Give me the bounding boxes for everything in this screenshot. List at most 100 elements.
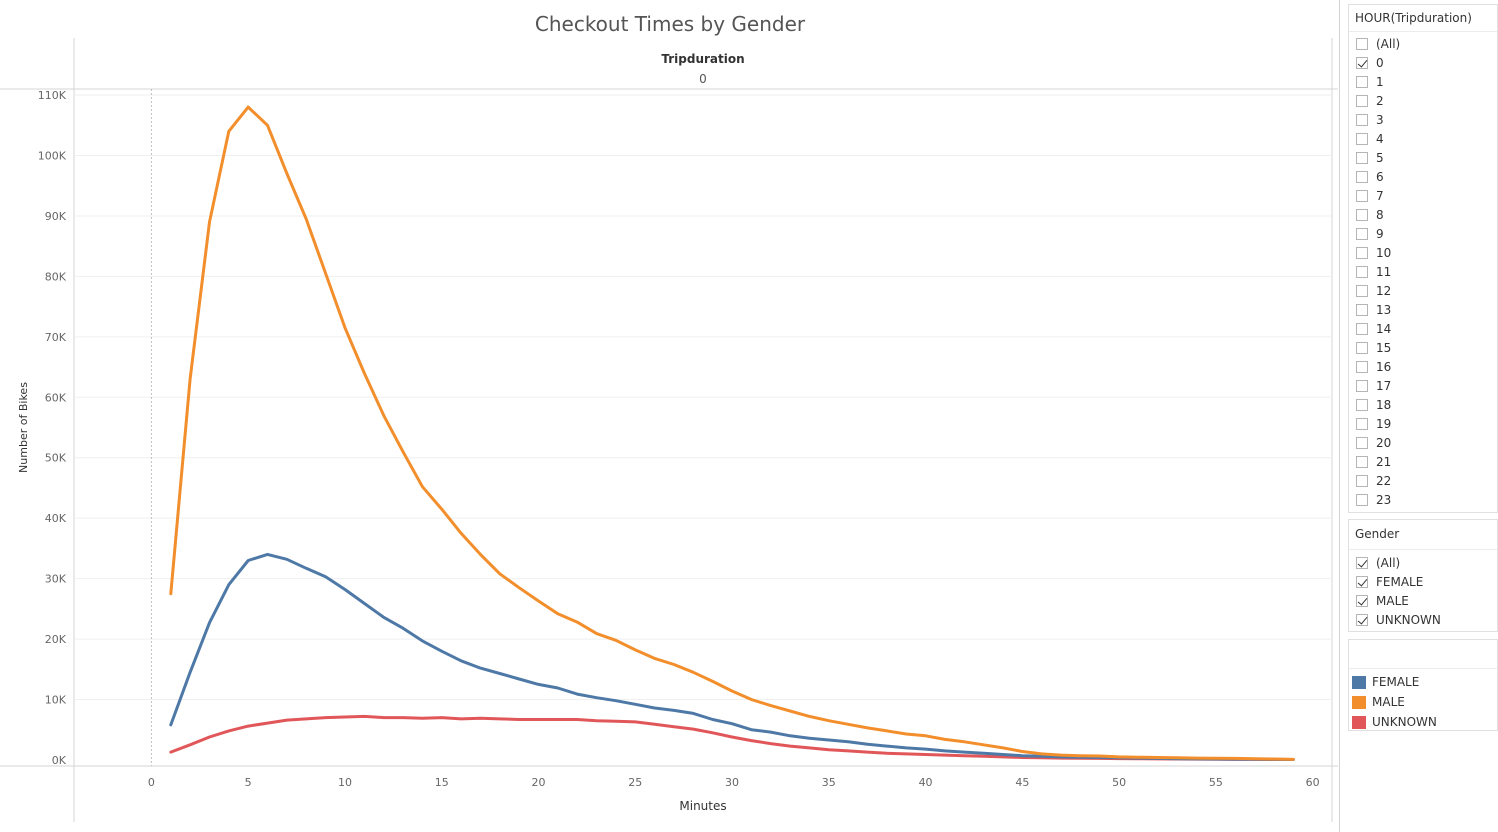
hour-filter-option[interactable]: 3 — [1349, 110, 1497, 129]
hour-filter-checkbox[interactable] — [1356, 37, 1368, 50]
legend-item[interactable]: MALE — [1349, 692, 1497, 712]
gender-filter-option[interactable]: MALE — [1349, 591, 1497, 610]
legend-item[interactable]: UNKNOWN — [1349, 712, 1497, 732]
hour-filter-option[interactable]: 14 — [1349, 319, 1497, 338]
hour-filter-option-label: 2 — [1376, 93, 1384, 108]
hour-filter-option[interactable]: 16 — [1349, 357, 1497, 376]
hour-filter-option-label: 6 — [1376, 169, 1384, 184]
hour-filter-checkbox[interactable] — [1356, 208, 1368, 221]
hour-filter-option-label: 3 — [1376, 112, 1384, 127]
gender-filter-option[interactable]: UNKNOWN — [1349, 610, 1497, 629]
hour-filter-option[interactable]: 19 — [1349, 414, 1497, 433]
gender-filter-checkbox[interactable] — [1356, 613, 1368, 626]
hour-filter-option[interactable]: 1 — [1349, 72, 1497, 91]
hour-filter-option[interactable]: 21 — [1349, 452, 1497, 471]
hour-filter-checkbox[interactable] — [1356, 113, 1368, 126]
hour-filter-option[interactable]: 4 — [1349, 129, 1497, 148]
hour-filter-option-label: 12 — [1376, 283, 1392, 298]
hour-filter-option-label: 4 — [1376, 131, 1384, 146]
hour-filter-option-label: 19 — [1376, 416, 1392, 431]
hour-filter-list: (All) 0 1 2 3 4 5 6 7 8 9 10 11 12 13 14 15 16 17 18 19 20 21 2… — [1349, 32, 1497, 509]
gender-filter-option-label: (All) — [1376, 555, 1401, 570]
hour-filter-option-label: 9 — [1376, 226, 1384, 241]
hour-filter-option[interactable]: 17 — [1349, 376, 1497, 395]
hour-filter-checkbox[interactable] — [1356, 360, 1368, 373]
hour-filter-option-label: 17 — [1376, 378, 1392, 393]
hour-filter-option[interactable]: 5 — [1349, 148, 1497, 167]
y-tick-label: 110K — [38, 89, 67, 102]
hour-filter-option[interactable]: 13 — [1349, 300, 1497, 319]
x-tick-label: 5 — [245, 776, 252, 789]
x-tick-label: 35 — [822, 776, 836, 789]
hour-filter-checkbox[interactable] — [1356, 170, 1368, 183]
gender-filter-checkbox[interactable] — [1356, 575, 1368, 588]
column-header-value: 0 — [699, 72, 707, 86]
hour-filter-checkbox[interactable] — [1356, 474, 1368, 487]
hour-filter-checkbox[interactable] — [1356, 227, 1368, 240]
hour-filter-option-label: 13 — [1376, 302, 1392, 317]
hour-filter-option-label: 14 — [1376, 321, 1392, 336]
hour-filter-checkbox[interactable] — [1356, 417, 1368, 430]
hour-filter-checkbox[interactable] — [1356, 246, 1368, 259]
hour-filter-checkbox[interactable] — [1356, 151, 1368, 164]
hour-filter-option-label: 20 — [1376, 435, 1392, 450]
y-tick-label: 60K — [45, 391, 67, 404]
gender-filter-option[interactable]: FEMALE — [1349, 572, 1497, 591]
y-tick-label: 0K — [52, 754, 67, 767]
hour-filter-option[interactable]: 18 — [1349, 395, 1497, 414]
hour-filter-checkbox[interactable] — [1356, 132, 1368, 145]
hour-filter-option-label: (All) — [1376, 36, 1401, 51]
hour-filter-checkbox[interactable] — [1356, 189, 1368, 202]
hour-filter-option[interactable]: 20 — [1349, 433, 1497, 452]
hour-filter-option[interactable]: 22 — [1349, 471, 1497, 490]
hour-filter-option[interactable]: 11 — [1349, 262, 1497, 281]
hour-filter-option-label: 23 — [1376, 492, 1392, 507]
y-tick-label: 80K — [45, 270, 67, 283]
series-line-male — [169, 105, 1295, 761]
hour-filter-option[interactable]: 23 — [1349, 490, 1497, 509]
hour-filter-checkbox[interactable] — [1356, 75, 1368, 88]
gender-filter-option-label: FEMALE — [1376, 574, 1424, 589]
hour-filter-option[interactable]: 9 — [1349, 224, 1497, 243]
hour-filter-checkbox[interactable] — [1356, 56, 1368, 69]
x-axis-title: Minutes — [679, 799, 726, 813]
hour-filter-checkbox[interactable] — [1356, 322, 1368, 335]
hour-filter-checkbox[interactable] — [1356, 436, 1368, 449]
gender-filter-checkbox[interactable] — [1356, 594, 1368, 607]
hour-filter-checkbox[interactable] — [1356, 341, 1368, 354]
hour-filter-checkbox[interactable] — [1356, 455, 1368, 468]
hour-filter-option-label: 21 — [1376, 454, 1392, 469]
hour-filter-option[interactable]: 7 — [1349, 186, 1497, 205]
hour-filter-option[interactable]: 0 — [1349, 53, 1497, 72]
x-tick-label: 15 — [435, 776, 449, 789]
hour-filter-option[interactable]: 2 — [1349, 91, 1497, 110]
x-tick-label: 45 — [1015, 776, 1029, 789]
hour-filter-checkbox[interactable] — [1356, 265, 1368, 278]
legend-item[interactable]: FEMALE — [1349, 672, 1497, 692]
hour-filter-option[interactable]: (All) — [1349, 34, 1497, 53]
hour-filter-option[interactable]: 15 — [1349, 338, 1497, 357]
hour-filter-option[interactable]: 10 — [1349, 243, 1497, 262]
legend-swatch — [1352, 695, 1366, 709]
gender-filter-list: (All) FEMALE MALE UNKNOWN — [1349, 550, 1497, 629]
hour-filter-option[interactable]: 12 — [1349, 281, 1497, 300]
hour-filter-option-label: 8 — [1376, 207, 1384, 222]
legend-swatch — [1352, 675, 1366, 689]
hour-filter-option-label: 18 — [1376, 397, 1392, 412]
hour-filter-checkbox[interactable] — [1356, 379, 1368, 392]
x-tick-label: 0 — [148, 776, 155, 789]
hour-filter-option[interactable]: 6 — [1349, 167, 1497, 186]
hour-filter-option[interactable]: 8 — [1349, 205, 1497, 224]
hour-filter-title: HOUR(Tripduration) — [1349, 5, 1497, 32]
gender-filter-checkbox[interactable] — [1356, 556, 1368, 569]
hour-filter-checkbox[interactable] — [1356, 284, 1368, 297]
hour-filter-checkbox[interactable] — [1356, 94, 1368, 107]
x-tick-label: 10 — [338, 776, 352, 789]
line-chart: Tripduration 0 0K 10K 20K 30K 40K 50K 60K 70K 80K 9… — [0, 38, 1338, 822]
hour-filter-checkbox[interactable] — [1356, 493, 1368, 506]
y-tick-label: 30K — [45, 573, 67, 586]
legend-label: UNKNOWN — [1372, 715, 1437, 729]
hour-filter-checkbox[interactable] — [1356, 398, 1368, 411]
hour-filter-checkbox[interactable] — [1356, 303, 1368, 316]
gender-filter-option[interactable]: (All) — [1349, 553, 1497, 572]
